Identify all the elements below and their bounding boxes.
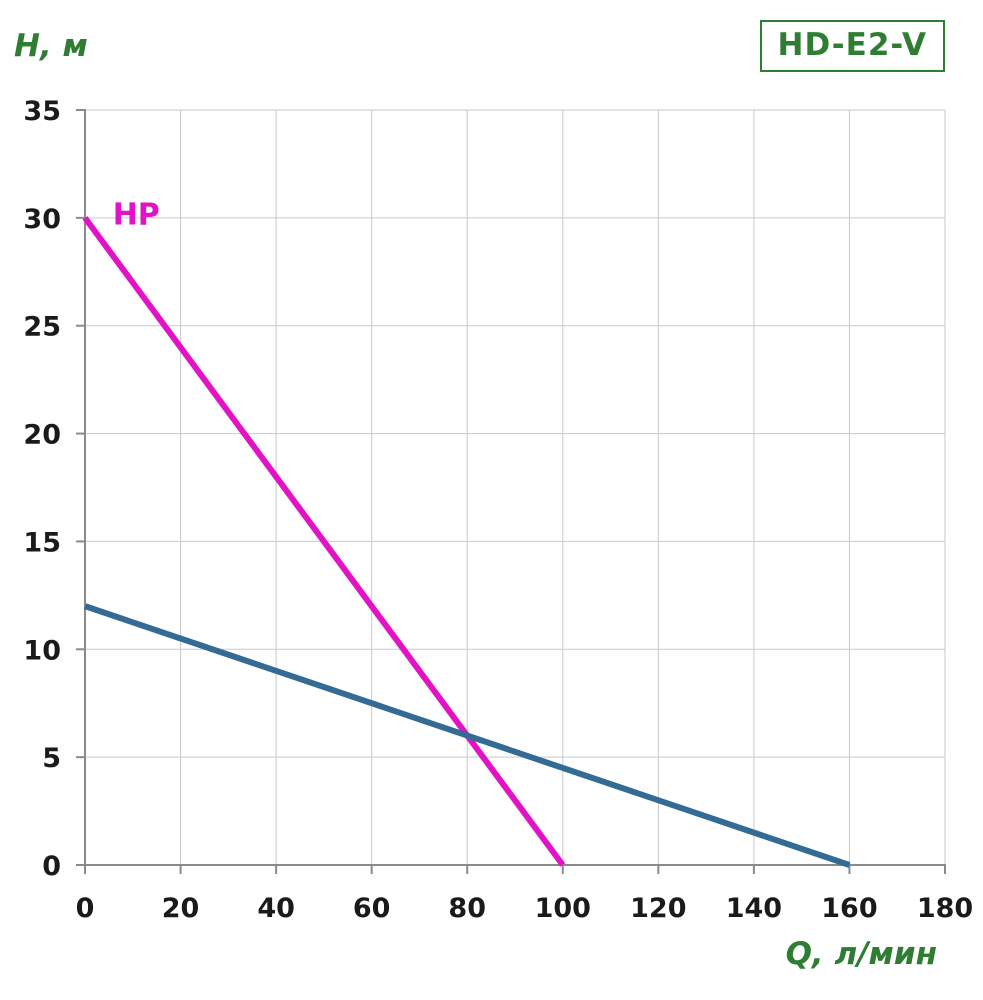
x-tick-label: 140 [726, 893, 782, 924]
x-tick-label: 160 [821, 893, 877, 924]
y-tick-label: 30 [23, 204, 61, 235]
y-tick-label: 20 [23, 420, 61, 451]
model-badge-label: HD-E2-V [777, 27, 927, 63]
series-line-second-curve [84, 603, 851, 868]
y-tick-label: 25 [23, 312, 61, 343]
series-label-hp-curve: HP [113, 197, 160, 232]
y-tick-label: 35 [23, 96, 61, 127]
x-tick-label: 60 [353, 893, 391, 924]
y-axis-title: H, м [14, 28, 88, 64]
x-tick-label: 120 [630, 893, 686, 924]
x-tick-label: 40 [257, 893, 295, 924]
x-tick-label: 100 [535, 893, 591, 924]
y-tick-label: 15 [23, 527, 61, 558]
y-tick-label: 10 [23, 635, 61, 666]
x-tick-label: 20 [162, 893, 200, 924]
x-tick-label: 0 [76, 893, 95, 924]
x-tick-label: 180 [917, 893, 973, 924]
series-line-hp-curve [82, 216, 566, 867]
model-badge: HD-E2-V [759, 20, 945, 72]
y-tick-label: 5 [42, 743, 61, 774]
x-tick-label: 80 [448, 893, 486, 924]
y-tick-label: 0 [42, 851, 61, 882]
x-axis-title: Q, л/мин [785, 936, 937, 972]
